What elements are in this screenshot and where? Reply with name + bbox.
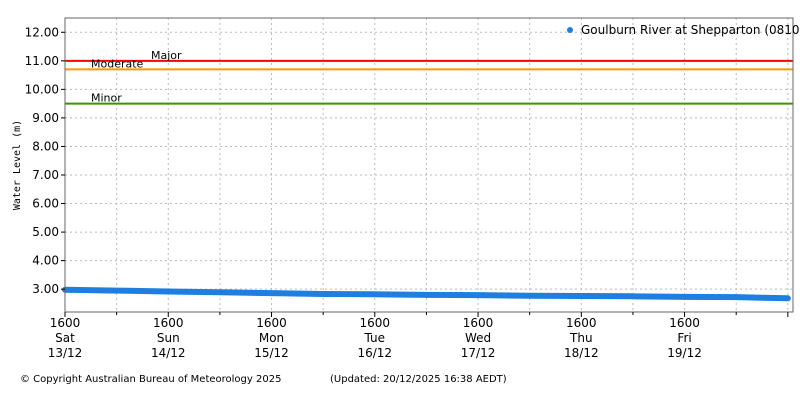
- x-tick-label-time: 1600: [463, 316, 494, 330]
- y-tick-label: 3.00: [32, 282, 59, 296]
- x-tick-label-date: 17/12: [461, 346, 496, 360]
- x-tick-label-time: 1600: [669, 316, 700, 330]
- x-tick-label-day: Sun: [157, 331, 180, 345]
- x-tick-label-date: 14/12: [151, 346, 186, 360]
- y-tick-label: 7.00: [32, 168, 59, 182]
- x-tick-label-day: Tue: [364, 331, 386, 345]
- x-tick-label-date: 13/12: [48, 346, 83, 360]
- legend: Goulburn River at Shepparton (081044): [567, 23, 800, 37]
- legend-entry-0: Goulburn River at Shepparton (081044): [581, 23, 800, 37]
- y-tick-label: 6.00: [32, 197, 59, 211]
- x-tick-label-date: 16/12: [357, 346, 392, 360]
- threshold-label-major: Major: [151, 49, 182, 62]
- legend-marker-0: [567, 27, 573, 33]
- plot-frame: [64, 17, 794, 313]
- y-tick-label: 10.00: [25, 82, 59, 96]
- copyright-text: © Copyright Australian Bureau of Meteoro…: [20, 374, 282, 385]
- y-tick-label: 9.00: [32, 111, 59, 125]
- x-tick-label-day: Thu: [569, 331, 593, 345]
- y-tick-label: 11.00: [25, 54, 59, 68]
- x-tick-label-time: 1600: [153, 316, 184, 330]
- y-axis-title: Water Level (m): [12, 120, 23, 210]
- x-tick-label-date: 18/12: [564, 346, 599, 360]
- threshold-label-moderate: Moderate: [91, 57, 144, 70]
- x-tick-label-date: 19/12: [667, 346, 702, 360]
- series-layer: [62, 286, 791, 302]
- x-tick-label-time: 1600: [566, 316, 597, 330]
- updated-timestamp: (Updated: 20/12/2025 16:38 AEDT): [330, 374, 507, 385]
- y-tick-label: 5.00: [32, 225, 59, 239]
- series-line-0: [62, 286, 791, 302]
- x-axis: 1600Sat13/121600Sun14/121600Mon15/121600…: [48, 312, 789, 360]
- threshold-lines: Major Moderate Minor: [65, 49, 793, 105]
- plot-area: [65, 18, 793, 312]
- y-tick-label: 8.00: [32, 139, 59, 153]
- y-tick-label: 4.00: [32, 254, 59, 268]
- x-tick-label-day: Sat: [55, 331, 75, 345]
- y-tick-label: 12.00: [25, 25, 59, 39]
- x-tick-label-time: 1600: [50, 316, 81, 330]
- x-tick-label-time: 1600: [360, 316, 391, 330]
- threshold-label-minor: Minor: [91, 92, 122, 105]
- x-tick-label-day: Wed: [465, 331, 491, 345]
- x-tick-label-day: Fri: [677, 331, 691, 345]
- x-tick-label-date: 15/12: [254, 346, 289, 360]
- x-tick-label-time: 1600: [256, 316, 287, 330]
- y-axis: 3.00 4.00 5.00 6.00 7.00 8.00 9.00 10.00 11.00 12…: [25, 25, 65, 296]
- x-tick-label-day: Mon: [259, 331, 284, 345]
